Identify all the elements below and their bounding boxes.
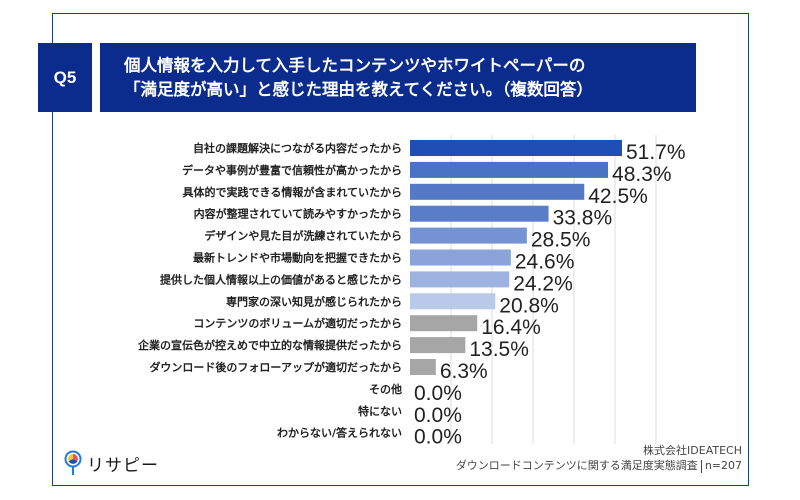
value-labels: 51.7%48.3%42.5%33.8%28.5%24.6%24.2%20.8%… <box>414 141 686 449</box>
value-label-7: 20.8% <box>499 294 559 317</box>
category-label-3: 内容が整理されていて読みやすかったから <box>194 207 402 221</box>
category-label-9: 企業の宣伝色が控えめで中立的な情報提供だったから <box>137 338 402 352</box>
question-title-box: 個人情報を入力して入手したコンテンツやホワイトペーパーの 「満足度が高い」と感じ… <box>100 43 696 112</box>
value-label-4: 28.5% <box>531 229 591 252</box>
bar-6 <box>410 271 510 288</box>
category-label-8: コンテンツのボリュームが適切だったから <box>193 316 402 330</box>
value-label-8: 16.4% <box>481 316 541 339</box>
category-label-7: 専門家の深い知見が感じられたから <box>226 294 402 308</box>
bar-2 <box>410 183 585 200</box>
category-label-0: 自社の課題解決につながる内容だったから <box>193 141 402 155</box>
category-label-4: デザインや見た目が洗練されていたから <box>204 229 402 243</box>
bar-0 <box>410 140 622 156</box>
bar-5 <box>410 249 511 266</box>
question-title-line2: 「満足度が高い」と感じた理由を教えてください。（複数回答） <box>124 79 593 99</box>
value-label-3: 33.8% <box>553 207 613 230</box>
category-label-10: ダウンロード後のフォローアップが適切だったから <box>149 360 402 374</box>
category-label-5: 最新トレンドや市場動向を把握できたから <box>193 251 402 265</box>
bars <box>410 140 622 375</box>
company-name: 株式会社IDEATECH <box>643 444 742 457</box>
survey-name: ダウンロードコンテンツに関する満足度実態調査 <box>455 459 698 472</box>
category-label-1: データや事例が豊富で信頼性が高かったから <box>182 163 402 177</box>
question-number-badge: Q5 <box>38 43 92 112</box>
value-label-2: 42.5% <box>588 185 648 208</box>
value-label-10: 6.3% <box>440 360 488 383</box>
sample-size: n=207 <box>704 459 742 472</box>
bar-4 <box>410 227 527 244</box>
value-label-6: 24.2% <box>513 272 573 295</box>
pin-chart-icon <box>64 450 82 475</box>
source-footer: 株式会社IDEATECH ダウンロードコンテンツに関する満足度実態調査 n=207 <box>456 443 742 473</box>
bar-1 <box>410 161 609 178</box>
brand-name: リサピー <box>87 455 159 476</box>
value-label-11: 0.0% <box>414 382 462 405</box>
value-label-0: 51.7% <box>626 141 686 164</box>
value-label-9: 13.5% <box>469 338 529 361</box>
value-label-1: 48.3% <box>612 163 672 186</box>
category-labels: 自社の課題解決につながる内容だったからデータや事例が豊富で信頼性が高かったから具… <box>137 141 402 440</box>
bar-3 <box>410 205 549 222</box>
category-label-13: わからない/答えられない <box>277 426 402 440</box>
category-label-2: 具体的で実践できる情報が含まれていたから <box>183 185 402 199</box>
category-label-6: 提供した個人情報以上の価値があると感じたから <box>160 272 402 286</box>
value-label-13: 0.0% <box>414 426 462 449</box>
category-label-12: 特にない <box>358 404 402 418</box>
category-label-11: その他 <box>369 382 402 396</box>
brand-logo: リサピー <box>64 450 159 476</box>
separator <box>700 459 702 473</box>
question-title-line1: 個人情報を入力して入手したコンテンツやホワイトペーパーの <box>124 55 586 75</box>
value-label-5: 24.6% <box>515 251 575 274</box>
question-number: Q5 <box>53 67 77 87</box>
bar-10 <box>410 359 436 375</box>
bar-8 <box>410 315 478 332</box>
bar-7 <box>410 293 496 310</box>
bar-9 <box>410 337 466 354</box>
value-label-12: 0.0% <box>414 404 462 427</box>
